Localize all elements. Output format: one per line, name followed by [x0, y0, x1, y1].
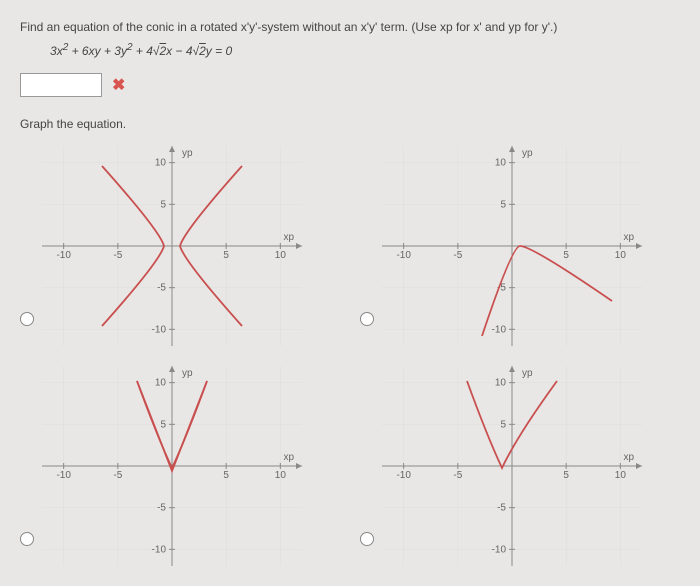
svg-text:10: 10 [275, 470, 287, 481]
answer-row: ✖ [20, 73, 680, 97]
incorrect-icon: ✖ [112, 75, 125, 95]
plot-axes: -10 -10 -5 -5 5 5 10 10 xp yp [42, 146, 302, 346]
svg-text:yp: yp [522, 368, 533, 379]
svg-text:xp: xp [283, 232, 294, 243]
svg-text:5: 5 [223, 250, 229, 261]
radio-option-4[interactable] [360, 532, 374, 546]
svg-text:yp: yp [182, 148, 193, 159]
svg-text:-5: -5 [157, 503, 166, 514]
answer-input[interactable] [20, 73, 102, 97]
svg-text:10: 10 [495, 378, 507, 389]
equation: 3x2 + 6xy + 3y2 + 4√2x − 4√2y = 0 [50, 42, 680, 58]
svg-text:-10: -10 [56, 250, 71, 261]
plot-axes: -10-10-5-5551010xpyp [382, 146, 642, 346]
svg-text:xp: xp [283, 452, 294, 463]
svg-text:yp: yp [522, 148, 533, 159]
svg-text:-5: -5 [497, 503, 506, 514]
svg-text:-10: -10 [396, 250, 411, 261]
svg-text:-5: -5 [157, 283, 166, 294]
svg-text:10: 10 [155, 158, 167, 169]
svg-text:10: 10 [155, 378, 167, 389]
svg-text:5: 5 [563, 250, 569, 261]
svg-text:-10: -10 [492, 324, 507, 335]
svg-text:xp: xp [623, 452, 634, 463]
svg-text:-10: -10 [152, 324, 167, 335]
svg-text:-10: -10 [152, 544, 167, 555]
svg-text:5: 5 [500, 199, 506, 210]
plot-4: -10 -10 -5 -5 5 5 10 10 xp yp [382, 366, 642, 566]
svg-text:yp: yp [182, 368, 193, 379]
plot-2: -10-10-5-5551010xpyp [382, 146, 642, 346]
svg-text:5: 5 [160, 419, 166, 430]
graph-title: Graph the equation. [20, 117, 680, 131]
svg-text:-10: -10 [396, 470, 411, 481]
question-text: Find an equation of the conic in a rotat… [20, 20, 680, 34]
radio-option-1[interactable] [20, 312, 34, 326]
svg-text:10: 10 [495, 158, 507, 169]
svg-text:-10: -10 [56, 470, 71, 481]
svg-text:-5: -5 [113, 250, 122, 261]
option-1: -10 -10 -5 -5 5 5 10 10 xp yp [20, 146, 320, 346]
svg-text:-5: -5 [453, 250, 462, 261]
svg-text:5: 5 [500, 419, 506, 430]
radio-option-2[interactable] [360, 312, 374, 326]
svg-text:5: 5 [563, 470, 569, 481]
svg-text:10: 10 [275, 250, 287, 261]
radio-option-3[interactable] [20, 532, 34, 546]
option-2: -10-10-5-5551010xpyp [360, 146, 660, 346]
svg-text:5: 5 [223, 470, 229, 481]
svg-text:-10: -10 [492, 544, 507, 555]
plot-3: -10 -10 -5 -5 5 5 10 10 xp yp [42, 366, 302, 566]
svg-text:-5: -5 [453, 470, 462, 481]
svg-text:xp: xp [623, 232, 634, 243]
svg-text:10: 10 [615, 470, 627, 481]
plot-1: -10 -10 -5 -5 5 5 10 10 xp yp [42, 146, 302, 346]
plot-axes: -10 -10 -5 -5 5 5 10 10 xp yp [382, 366, 642, 566]
svg-text:5: 5 [160, 199, 166, 210]
plot-grid: -10 -10 -5 -5 5 5 10 10 xp yp -10 -10 -5 -5 5 5 10 10 xp y… [20, 146, 660, 566]
option-4: -10 -10 -5 -5 5 5 10 10 xp yp [360, 366, 660, 566]
option-3: -10 -10 -5 -5 5 5 10 10 xp yp [20, 366, 320, 566]
svg-text:10: 10 [615, 250, 627, 261]
svg-text:-5: -5 [113, 470, 122, 481]
